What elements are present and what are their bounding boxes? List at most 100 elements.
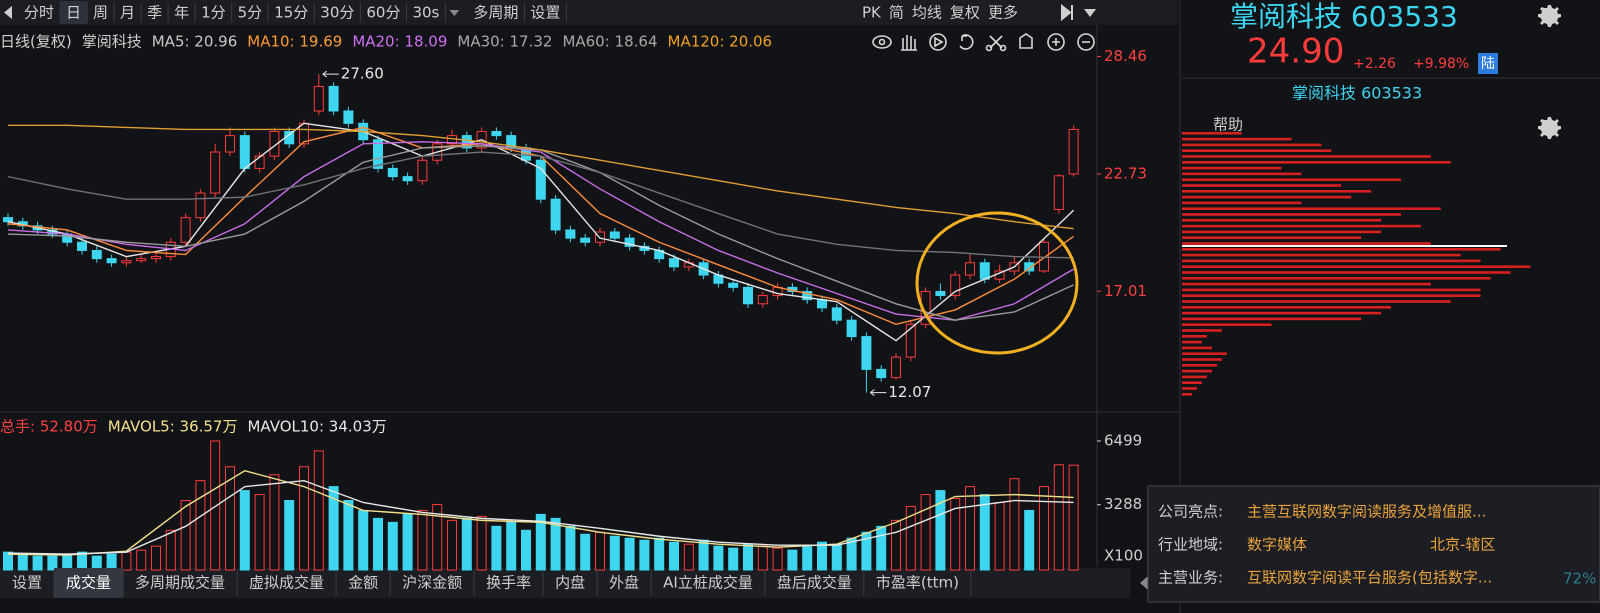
toolbar-tab[interactable]: 多周期	[473, 4, 518, 22]
bottom-tab[interactable]: AI立桩成交量	[663, 574, 753, 592]
volume-profile-bar	[1182, 143, 1322, 147]
volume-bar	[935, 490, 946, 571]
volume-profile-bar	[1182, 230, 1382, 234]
scroll-icon[interactable]	[1140, 576, 1148, 590]
candle-body	[965, 262, 975, 276]
bottom-tab[interactable]: 虚拟成交量	[249, 574, 324, 592]
toolbar-tab[interactable]: 均线	[912, 4, 942, 22]
bottom-tab[interactable]: 沪深金额	[402, 574, 462, 592]
toolbar-tab[interactable]: 月	[120, 4, 135, 22]
volume-bar	[299, 466, 309, 571]
toolbar-tab[interactable]: 5分	[238, 4, 263, 22]
volume-header: 总手: 52.80万	[0, 418, 98, 436]
toolbar-tab[interactable]: 季	[147, 4, 162, 22]
volume-bar	[743, 543, 753, 571]
volume-bar	[195, 480, 206, 571]
bottom-tab[interactable]: 外盘	[609, 574, 639, 592]
toolbar-tab[interactable]: 周	[93, 4, 108, 22]
toolbar-tab[interactable]: 30s	[412, 4, 439, 22]
ma-label: MA30: 17.32	[457, 33, 552, 51]
volume-ma-line	[7, 479, 1074, 555]
candle-body	[328, 85, 339, 112]
bottom-tab[interactable]: 市盈率(ttm)	[876, 574, 959, 592]
settings-icon[interactable]	[1538, 5, 1561, 27]
volume-profile-bar	[1182, 288, 1481, 292]
toolbar-tab[interactable]: 简	[889, 4, 904, 22]
toolbar-tab[interactable]: 1分	[201, 4, 226, 22]
chart-label: 掌阅科技	[82, 33, 142, 51]
volume-bar	[979, 494, 990, 571]
toolbar-tab[interactable]: 设置	[530, 4, 560, 22]
volume-profile-bar	[1182, 323, 1272, 326]
candle-body	[91, 249, 102, 260]
toolbar-tab[interactable]: 分时	[24, 4, 54, 22]
toolbar-tab[interactable]: 更多	[988, 4, 1018, 22]
bottom-tab[interactable]: 金额	[348, 574, 378, 592]
volume-bar	[476, 515, 487, 571]
back-icon[interactable]	[4, 6, 12, 19]
info-value: 主营互联网数字阅读服务及增值服...	[1247, 503, 1486, 521]
overlay-text: 72%	[1563, 570, 1596, 588]
volume-bar	[447, 519, 457, 571]
volume-bar	[1009, 478, 1020, 571]
toolbar-tab[interactable]: 60分	[366, 4, 400, 22]
y-tick-label: 3288	[1104, 495, 1142, 513]
volume-bar	[358, 509, 369, 571]
volume-bar	[47, 555, 58, 571]
volume-bar	[595, 531, 605, 571]
volume-profile-bar	[1182, 166, 1282, 170]
bottom-tab[interactable]: 盘后成交量	[777, 574, 852, 592]
volume-profile-bar	[1182, 311, 1382, 315]
toolbar-tab[interactable]: 复权	[950, 4, 980, 22]
badge-text: 陆	[1481, 56, 1495, 72]
collapse-icon[interactable]	[1061, 3, 1073, 22]
candle-body	[121, 260, 132, 264]
candle-body	[580, 237, 591, 243]
y-tick-label: 28.46	[1104, 47, 1147, 65]
menu-icon[interactable]	[1084, 9, 1096, 17]
bottom-tab[interactable]: 成交量	[66, 574, 111, 592]
volume-bar	[713, 545, 724, 571]
bottom-bar	[0, 568, 1130, 598]
toolbar-tab[interactable]: 15分	[274, 4, 308, 22]
tool-icons[interactable]	[872, 33, 1095, 52]
volume-profile-bar	[1182, 364, 1217, 367]
toolbar-tab[interactable]: 年	[174, 4, 189, 22]
info-label: 主营业务:	[1158, 569, 1223, 587]
info-value: 北京-辖区	[1430, 536, 1495, 554]
volume-profile-bar	[1182, 259, 1481, 263]
volume-bar	[1053, 464, 1064, 571]
candle-body	[669, 258, 679, 268]
dropdown-icon	[449, 10, 460, 16]
help-link[interactable]: 帮助	[1213, 116, 1243, 134]
annotation-label: 12.07	[888, 383, 931, 401]
toolbar-tab[interactable]: 30分	[320, 4, 354, 22]
candle-body	[254, 155, 265, 169]
volume-bar	[225, 466, 235, 571]
volume-bar	[757, 545, 768, 571]
settings-icon[interactable]	[1538, 117, 1561, 139]
toolbar-tab[interactable]: PK	[862, 4, 882, 22]
toolbar-tab[interactable]: 日	[66, 4, 81, 22]
bottom-tab[interactable]: 内盘	[555, 574, 585, 592]
ma-line	[8, 124, 1074, 230]
bottom-tab[interactable]: 换手率	[486, 574, 531, 592]
info-label: 公司亮点:	[1158, 503, 1223, 521]
ma-label: MA10: 19.69	[247, 33, 342, 51]
volume-bar	[1024, 509, 1035, 571]
volume-bar	[3, 551, 13, 571]
volume-bar	[772, 547, 783, 571]
bottom-tab[interactable]: 设置	[12, 574, 42, 592]
active-tab	[54, 568, 124, 598]
volume-profile-bar	[1182, 201, 1302, 205]
volume-profile-bar	[1182, 224, 1421, 228]
bottom-tab[interactable]: 多周期成交量	[135, 574, 225, 592]
volume-bar	[624, 537, 635, 571]
volume-bar	[683, 543, 694, 571]
volume-profile-bar	[1182, 219, 1382, 222]
candle-body	[417, 159, 428, 182]
volume-profile-bar	[1182, 149, 1332, 152]
candle-body	[313, 85, 324, 112]
candle-body	[891, 356, 901, 379]
volume-header: MAVOL5: 36.57万	[108, 418, 238, 436]
